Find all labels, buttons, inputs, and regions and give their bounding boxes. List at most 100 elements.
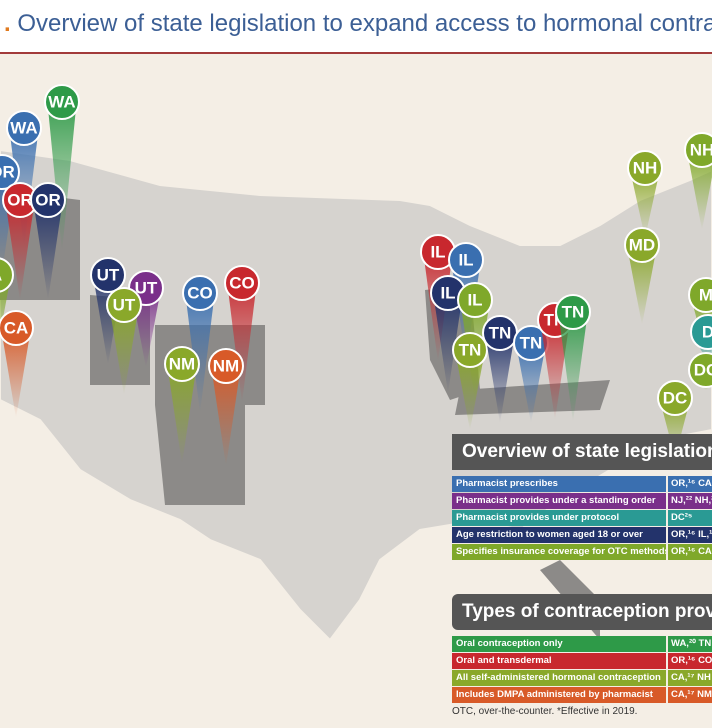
pin-label: IL (440, 283, 455, 302)
row-label: Oral contraception only (452, 636, 666, 652)
table-row: Oral and transdermal OR,¹⁶ CO (452, 653, 712, 669)
row-label: Pharmacist provides under protocol (452, 510, 666, 526)
pin-head (164, 346, 200, 382)
pin-label: CO (187, 283, 213, 302)
pin-tail (6, 206, 34, 300)
pin-label: TN (489, 323, 512, 342)
row-label: Specifies insurance coverage for OTC met… (452, 544, 666, 560)
pin-label: IL (430, 242, 445, 261)
pin-head (182, 275, 218, 311)
pin-label: TN (562, 302, 585, 321)
pin-label: DC (663, 388, 688, 407)
us-map (0, 148, 712, 642)
pin-tail (212, 372, 240, 466)
table-row: Pharmacist provides under a standing ord… (452, 493, 712, 509)
pin-tail (559, 318, 587, 422)
pin-label: CA (4, 318, 29, 337)
pin-tail (688, 156, 712, 230)
pin: OR (2, 182, 38, 300)
pin-head (208, 348, 244, 384)
pin: DC (688, 352, 712, 390)
table-title: Overview of state legislation to expand … (452, 434, 712, 470)
pin-tail (628, 251, 656, 325)
table-row: All self-administered hormonal contracep… (452, 670, 712, 686)
pin-label: UT (97, 265, 120, 284)
pin-tail (228, 289, 256, 403)
header: . Overview of state legislation to expan… (0, 0, 712, 54)
row-label: Pharmacist provides under a standing ord… (452, 493, 666, 509)
pin-label: M (699, 285, 712, 304)
row-states: WA,²⁰ TN (668, 636, 712, 652)
row-label: All self-administered hormonal contracep… (452, 670, 666, 686)
pin-tail (631, 174, 659, 238)
pin-head (6, 110, 42, 146)
highlight-west (0, 190, 265, 505)
pin: CO (182, 275, 218, 413)
pin-head (688, 277, 712, 313)
row-label: Oral and transdermal (452, 653, 666, 669)
pin-tail (186, 299, 214, 413)
table-row: Includes DMPA administered by pharmacist… (452, 687, 712, 703)
pin: DC (657, 380, 693, 458)
pin-head (555, 294, 591, 330)
pin: TN (513, 325, 549, 423)
pin-head (690, 314, 712, 350)
pin: TN (482, 315, 518, 423)
pin-head (624, 227, 660, 263)
pin-label: TN (459, 340, 482, 359)
pin-head (684, 132, 712, 168)
pin-head (90, 257, 126, 293)
title-text: Overview of state legislation to expand … (17, 10, 712, 37)
pin-tail (456, 356, 484, 430)
pin-head (0, 154, 20, 190)
pin-tail (661, 404, 689, 458)
rows: Oral contraception only WA,²⁰ TN Oral and … (452, 636, 712, 703)
pin: MD (624, 227, 660, 325)
pin: NH (627, 150, 663, 238)
bullet: . (4, 10, 18, 37)
pin: UT (106, 287, 142, 395)
pin-head (657, 380, 693, 416)
pin-label: MD (629, 235, 655, 254)
footnote: OTC, over-the-counter. *Effective in 201… (452, 706, 638, 717)
pin-label: NM (169, 354, 195, 373)
pin-tail (434, 299, 462, 393)
pin: TN (452, 332, 488, 430)
row-label: Includes DMPA administered by pharmacist (452, 687, 666, 703)
pin-label: UT (113, 295, 136, 314)
pin-label: WA (48, 92, 75, 111)
pin-tail (34, 206, 62, 300)
table-row: Pharmacist prescribes OR,¹⁶ CA, (452, 476, 712, 492)
pin-head (688, 352, 712, 388)
pin-head (224, 265, 260, 301)
pin-label: A (0, 265, 2, 284)
pin-tail (517, 349, 545, 423)
row-states: OR,¹⁶ IL,¹⁹ (668, 527, 712, 543)
pin: NM (208, 348, 244, 466)
row-states: OR,¹⁶ CO (668, 653, 712, 669)
row-label: Age restriction to women aged 18 or over (452, 527, 666, 543)
pin-head (452, 332, 488, 368)
pin-head (627, 150, 663, 186)
row-label: Pharmacist prescribes (452, 476, 666, 492)
pin-tail (48, 108, 76, 252)
pin-label: CO (229, 273, 255, 292)
row-states: OR,¹⁶ CA, (668, 544, 712, 560)
pin-label: WA (10, 118, 37, 137)
pin-tail (168, 370, 196, 464)
row-states: NJ,²² NH,² (668, 493, 712, 509)
pin-label: DC (694, 360, 712, 379)
legislation-table: Overview of state legislation to expand … (452, 434, 712, 560)
types-table: Types of contraception prov Oral contrac… (452, 594, 712, 703)
pin-label: D (702, 322, 712, 341)
pin-tail (2, 334, 30, 418)
table-row: Oral contraception only WA,²⁰ TN (452, 636, 712, 652)
table-row: Specifies insurance coverage for OTC met… (452, 544, 712, 560)
pin-head (0, 257, 14, 293)
pin: IL (430, 275, 466, 393)
pin-tail (110, 311, 138, 395)
pin: NM (164, 346, 200, 464)
title: . Overview of state legislation to expan… (4, 10, 712, 38)
pin: OR (30, 182, 66, 300)
